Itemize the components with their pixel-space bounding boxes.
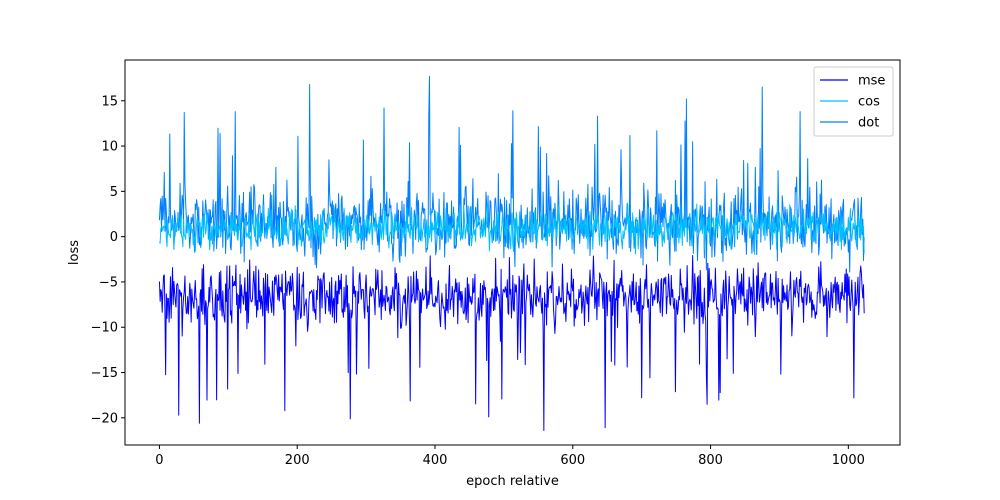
y-axis: −20 −15 −10 −5 0 5 10 15 <box>91 94 125 426</box>
x-tick-label: 600 <box>560 453 585 468</box>
y-tick-label: −5 <box>99 275 118 290</box>
series-line-mse <box>158 254 865 432</box>
x-axis-label: epoch relative <box>466 474 559 489</box>
legend: mse cos dot <box>813 66 894 137</box>
y-tick-label: −20 <box>91 411 118 426</box>
x-tick-label: 1000 <box>832 453 865 468</box>
x-tick-label: 800 <box>698 453 723 468</box>
legend-label-cos: cos <box>858 95 880 110</box>
legend-label-mse: mse <box>858 74 885 89</box>
x-tick-label: 0 <box>155 453 163 468</box>
x-tick-label: 200 <box>285 453 310 468</box>
plot-area-frame <box>124 59 901 446</box>
series-line-dot <box>158 75 865 273</box>
legend-frame <box>813 66 894 137</box>
y-tick-label: 10 <box>101 140 118 155</box>
y-tick-label: −10 <box>91 321 118 336</box>
y-tick-label: −15 <box>91 366 118 381</box>
y-tick-label: 0 <box>110 230 118 245</box>
x-axis: 0 200 400 600 800 1000 <box>155 445 865 468</box>
series-line-cos <box>158 199 865 256</box>
y-tick-label: 5 <box>110 185 118 200</box>
legend-label-dot: dot <box>858 116 879 131</box>
y-tick-label: 15 <box>101 94 118 109</box>
series-layer <box>158 75 865 432</box>
x-tick-label: 400 <box>423 453 448 468</box>
y-axis-label: loss <box>67 240 82 265</box>
